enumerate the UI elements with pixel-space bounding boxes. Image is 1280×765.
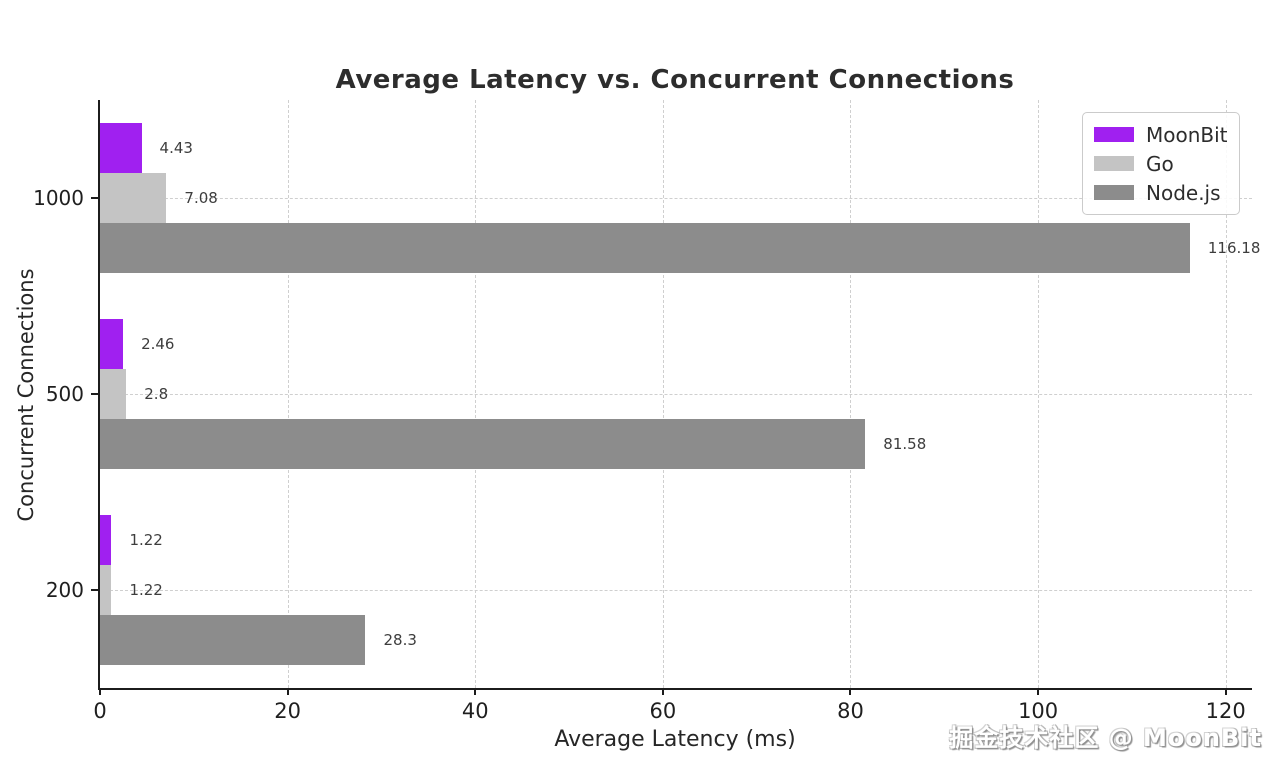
y-tick-mark bbox=[91, 393, 98, 395]
y-tick-mark bbox=[91, 589, 98, 591]
bar-go-1000 bbox=[100, 173, 167, 223]
bar-node-js-200 bbox=[100, 615, 366, 665]
plot-area: 0 20 40 60 80 100 120 1000 500 200 4.43 2.46 1.22 7.0… bbox=[33, 100, 1260, 723]
bar-value-moonbit-500: 2.46 bbox=[141, 335, 175, 353]
bar-go-200 bbox=[100, 565, 112, 615]
bar-node-js-1000 bbox=[100, 223, 1190, 273]
x-tick-label: 20 bbox=[274, 699, 301, 723]
bar-moonbit-1000 bbox=[100, 123, 142, 173]
legend-swatch-moonbit bbox=[1094, 127, 1134, 142]
y-gridline bbox=[100, 198, 1252, 199]
x-tick-mark bbox=[1037, 688, 1040, 695]
x-axis-label: Average Latency (ms) bbox=[554, 727, 796, 752]
legend-item-node-js: Node.js bbox=[1094, 178, 1231, 207]
bar-moonbit-500 bbox=[100, 319, 124, 369]
bar-value-moonbit-200: 1.22 bbox=[129, 531, 163, 549]
bar-value-node-js-500: 81.58 bbox=[883, 435, 927, 453]
bar-moonbit-200 bbox=[100, 515, 112, 565]
legend-item-go: Go bbox=[1094, 149, 1231, 178]
x-tick-mark bbox=[661, 688, 664, 695]
bar-go-500 bbox=[100, 369, 127, 419]
bar-value-go-500: 2.8 bbox=[144, 385, 169, 403]
x-tick-label: 40 bbox=[461, 699, 489, 723]
x-tick-label: 80 bbox=[837, 699, 864, 723]
x-tick-mark bbox=[99, 688, 101, 695]
y-tick-label: 1000 bbox=[33, 186, 84, 210]
y-axis-label: Concurrent Connections bbox=[14, 268, 38, 522]
legend-swatch-go bbox=[1094, 156, 1134, 171]
legend-label-go: Go bbox=[1146, 151, 1174, 176]
legend: MoonBit Go Node.js bbox=[1082, 112, 1240, 215]
y-gridline bbox=[100, 590, 1252, 591]
bar-value-node-js-200: 28.3 bbox=[383, 631, 417, 649]
legend-swatch-node-js bbox=[1094, 185, 1134, 200]
x-tick-mark bbox=[1224, 688, 1227, 695]
x-tick-label: 120 bbox=[1205, 699, 1246, 723]
y-tick-label: 500 bbox=[45, 382, 84, 406]
legend-label-node-js: Node.js bbox=[1146, 180, 1221, 205]
bar-node-js-500 bbox=[100, 419, 866, 469]
watermark: 掘金技术社区 @ MoonBit bbox=[949, 724, 1262, 752]
x-tick-mark bbox=[474, 688, 477, 695]
x-tick-mark bbox=[849, 688, 852, 695]
bar-value-node-js-1000: 116.18 bbox=[1207, 239, 1261, 257]
y-tick-label: 200 bbox=[45, 578, 84, 602]
x-tick-label: 60 bbox=[649, 699, 677, 723]
x-tick-mark bbox=[286, 688, 289, 695]
bar-value-go-200: 1.22 bbox=[129, 581, 163, 599]
chart-title: Average Latency vs. Concurrent Connectio… bbox=[335, 65, 1015, 95]
y-gridline bbox=[100, 394, 1252, 395]
bar-value-go-1000: 7.08 bbox=[184, 189, 218, 207]
legend-item-moonbit: MoonBit bbox=[1094, 120, 1231, 149]
bar-value-moonbit-1000: 4.43 bbox=[159, 139, 193, 157]
x-tick-label: 100 bbox=[1018, 699, 1059, 723]
legend-label-moonbit: MoonBit bbox=[1146, 122, 1228, 147]
y-tick-mark bbox=[91, 197, 98, 199]
x-tick-label: 0 bbox=[93, 699, 107, 723]
